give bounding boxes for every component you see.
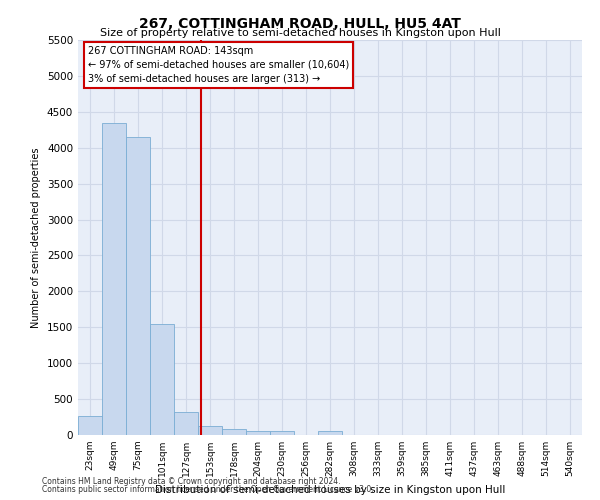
Bar <box>270 432 294 435</box>
Text: 267 COTTINGHAM ROAD: 143sqm
← 97% of semi-detached houses are smaller (10,604)
3: 267 COTTINGHAM ROAD: 143sqm ← 97% of sem… <box>88 46 349 84</box>
Bar <box>126 137 150 435</box>
Bar <box>78 416 102 435</box>
Y-axis label: Number of semi-detached properties: Number of semi-detached properties <box>31 147 41 328</box>
Text: Contains HM Land Registry data © Crown copyright and database right 2024.: Contains HM Land Registry data © Crown c… <box>42 477 341 486</box>
Bar <box>150 324 174 435</box>
Bar <box>198 426 222 435</box>
Bar <box>102 122 126 435</box>
Bar <box>318 431 342 435</box>
X-axis label: Distribution of semi-detached houses by size in Kingston upon Hull: Distribution of semi-detached houses by … <box>155 484 505 494</box>
Text: 267, COTTINGHAM ROAD, HULL, HU5 4AT: 267, COTTINGHAM ROAD, HULL, HU5 4AT <box>139 18 461 32</box>
Bar <box>174 412 198 435</box>
Text: Contains public sector information licensed under the Open Government Licence v3: Contains public sector information licen… <box>42 485 374 494</box>
Bar <box>246 431 270 435</box>
Bar <box>222 430 246 435</box>
Text: Size of property relative to semi-detached houses in Kingston upon Hull: Size of property relative to semi-detach… <box>100 28 500 38</box>
